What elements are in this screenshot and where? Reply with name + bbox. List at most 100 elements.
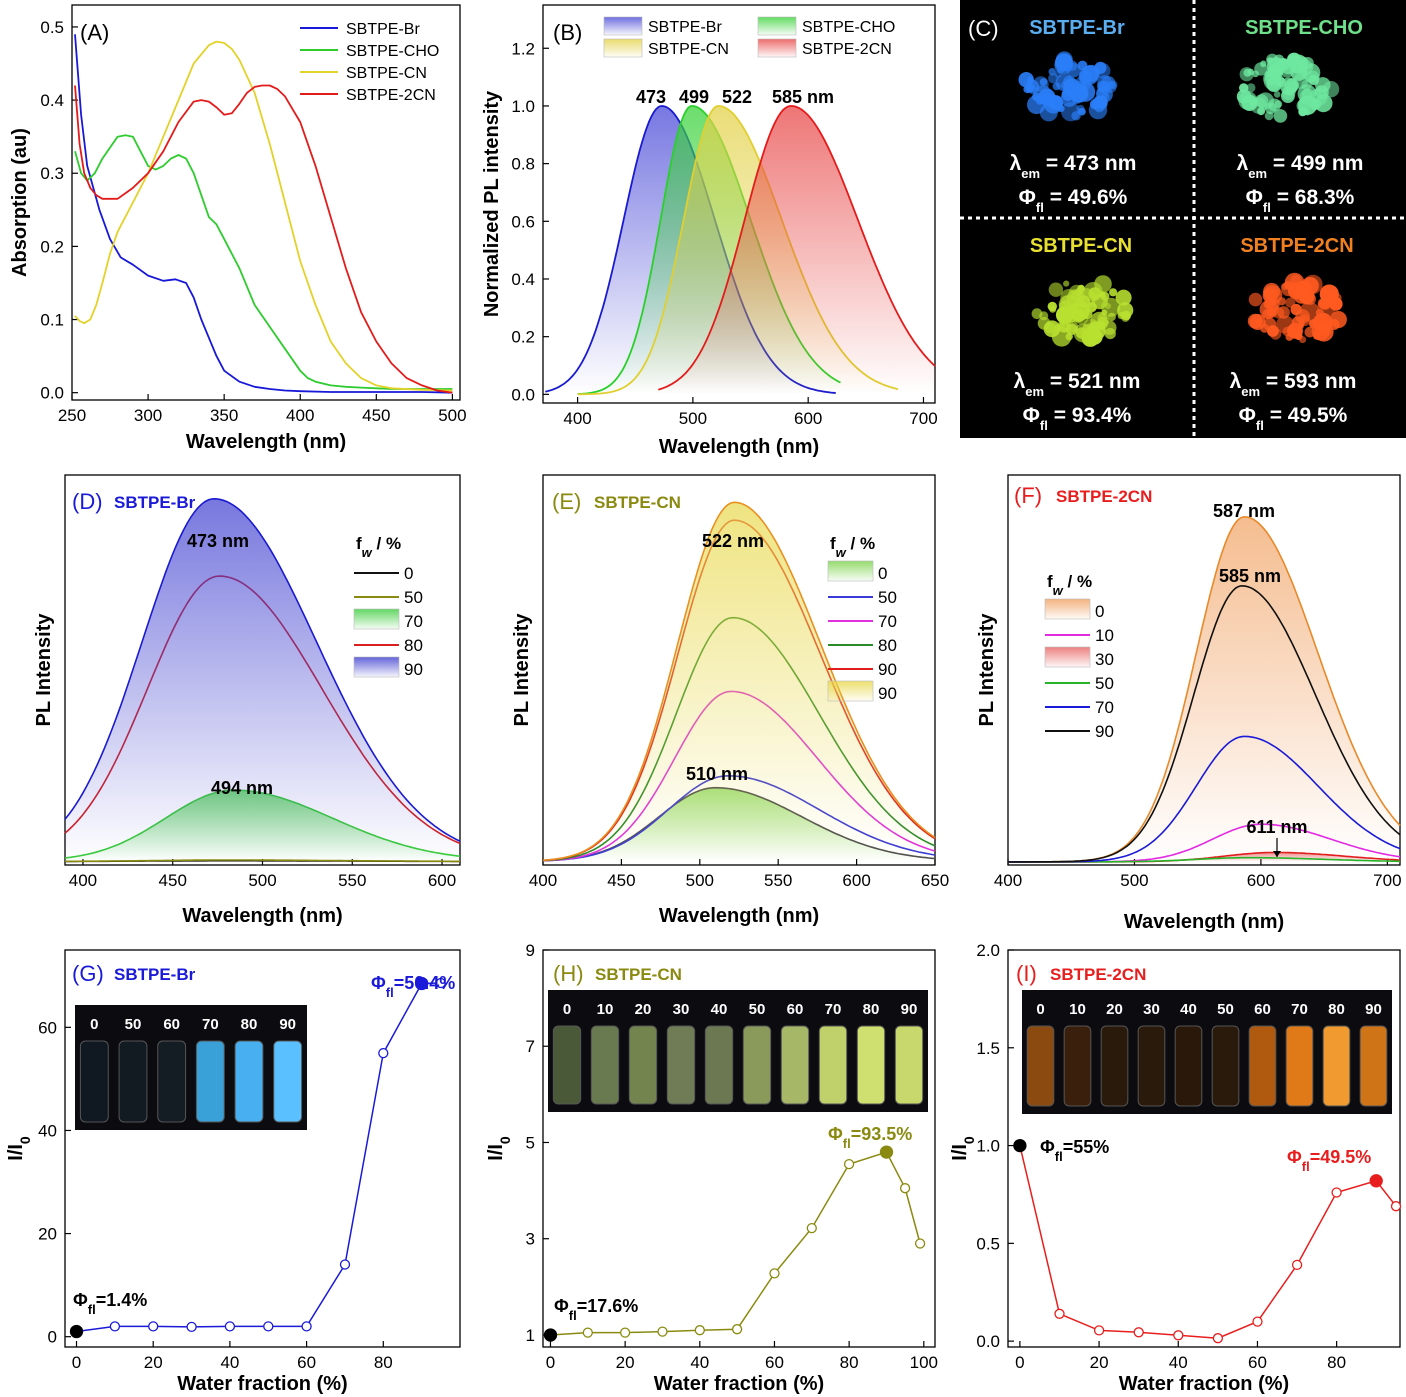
powder-grain xyxy=(1264,111,1274,121)
x-axis-title: Wavelength (nm) xyxy=(186,431,346,453)
data-point xyxy=(619,1327,631,1338)
vial xyxy=(780,1025,810,1105)
y-axis-title: I/I0 xyxy=(485,1136,513,1161)
powder-grain xyxy=(1306,70,1320,85)
plot-frame xyxy=(542,474,936,866)
x-tick-label: 40 xyxy=(220,1353,239,1372)
data-point xyxy=(1173,1330,1184,1341)
peak-label: 499 xyxy=(679,87,709,107)
powder-grain xyxy=(1039,103,1058,122)
quantum-yield: Φfl = 49.5% xyxy=(1239,404,1348,433)
data-point xyxy=(914,1238,926,1249)
x-axis-title: Water fraction (%) xyxy=(177,1373,347,1395)
series-area xyxy=(1008,852,1400,862)
panel-i: 0 20 40 60 80 0.0 0.5 1.0 1.5 2.0 Water fraction (… xyxy=(949,941,1402,1395)
x-tick-label: 60 xyxy=(765,1353,784,1372)
y-tick-label: 0.0 xyxy=(976,1332,1000,1351)
panel-label: (H) xyxy=(553,961,584,986)
panel-label: (D) xyxy=(72,489,103,514)
x-tick-label: 80 xyxy=(1327,1353,1346,1372)
y-tick-label: 20 xyxy=(38,1225,57,1244)
y-tick-label: 0.5 xyxy=(40,18,64,37)
panel-label: (C) xyxy=(968,16,999,41)
data-point xyxy=(339,1259,351,1270)
powder-grain xyxy=(1063,75,1076,89)
data-point xyxy=(186,1321,197,1333)
legend-label: SBTPE-2CN xyxy=(802,41,892,58)
legend-label: 90 xyxy=(1095,722,1114,741)
sample-name: SBTPE-2CN xyxy=(1240,235,1353,257)
y-tick-label: 1.0 xyxy=(976,1137,1000,1156)
x-tick-label: 500 xyxy=(686,871,714,890)
vial xyxy=(234,1040,264,1123)
vial-label: 40 xyxy=(711,1001,728,1018)
legend-title: fw / % xyxy=(1047,572,1092,598)
data-point xyxy=(1013,1138,1027,1153)
legend-label: 50 xyxy=(1095,674,1114,693)
data-point xyxy=(224,1321,236,1332)
x-tick-label: 80 xyxy=(374,1353,393,1372)
peak-label: 494 nm xyxy=(211,778,273,798)
x-tick-label: 20 xyxy=(144,1353,163,1372)
vial-label: 60 xyxy=(1254,1001,1271,1018)
vial xyxy=(1211,1025,1240,1107)
powder-grain xyxy=(1286,54,1299,67)
data-point xyxy=(582,1327,593,1338)
legend-swatch xyxy=(1044,646,1091,668)
powder-grain xyxy=(1094,62,1111,79)
vial xyxy=(1322,1025,1351,1107)
powder-grain xyxy=(1264,67,1282,85)
y-tick-label: 0.4 xyxy=(511,270,535,289)
data-point xyxy=(1212,1333,1224,1344)
x-tick-label: 650 xyxy=(921,871,949,890)
powder-grain xyxy=(1262,308,1274,320)
y-axis-title: PL Intensity xyxy=(511,613,533,727)
panel-title: SBTPE-CN xyxy=(594,493,681,512)
vial-label: 10 xyxy=(1069,1001,1086,1018)
x-axis-title: Wavelength (nm) xyxy=(1124,911,1284,933)
powder-grain xyxy=(1048,282,1064,297)
powder-grain xyxy=(1329,311,1347,329)
vial-label: 90 xyxy=(901,1001,918,1018)
powder-grain xyxy=(1247,68,1255,76)
panel-label: (G) xyxy=(72,961,104,986)
quantum-yield: Φfl = 49.6% xyxy=(1019,186,1128,215)
powder-grain xyxy=(1257,92,1274,110)
vial xyxy=(818,1025,848,1105)
legend-label: 80 xyxy=(404,636,423,655)
x-tick-label: 40 xyxy=(690,1353,709,1372)
powder-grain xyxy=(1293,287,1310,304)
vial xyxy=(1359,1025,1388,1107)
powder-grain xyxy=(1101,297,1121,317)
powder-grain xyxy=(1031,308,1043,320)
emission-wavelength: λem = 593 nm xyxy=(1230,370,1357,399)
vial-label: 0 xyxy=(563,1001,571,1018)
powder-grain xyxy=(1097,81,1111,94)
vial-label: 70 xyxy=(202,1016,219,1033)
plot-frame xyxy=(64,949,461,1348)
y-axis-title: PL Intensity xyxy=(33,613,55,727)
powder-grain xyxy=(1049,305,1057,313)
powder-grain xyxy=(1274,100,1283,108)
powder-grain xyxy=(1097,316,1109,328)
powder-grain xyxy=(1254,62,1268,76)
vial xyxy=(666,1025,696,1105)
vial-label: 0 xyxy=(1036,1001,1044,1018)
annotation: Φfl=49.5% xyxy=(1287,1147,1371,1174)
panel-label: (B) xyxy=(553,20,582,45)
peak-label: 585 nm xyxy=(1219,566,1281,586)
panel-title: SBTPE-2CN xyxy=(1056,487,1152,506)
peak-label: 611 nm xyxy=(1246,817,1307,837)
vial-label: 40 xyxy=(1180,1001,1197,1018)
annotation: Φfl=55% xyxy=(1040,1137,1109,1164)
y-tick-label: 0.2 xyxy=(511,328,535,347)
legend-label: SBTPE-2CN xyxy=(346,87,436,104)
x-tick-label: 550 xyxy=(764,871,792,890)
y-axis-title: I/I0 xyxy=(5,1136,33,1161)
powder-grain xyxy=(1297,322,1304,330)
legend-label: 70 xyxy=(878,612,897,631)
data-point xyxy=(769,1268,780,1279)
